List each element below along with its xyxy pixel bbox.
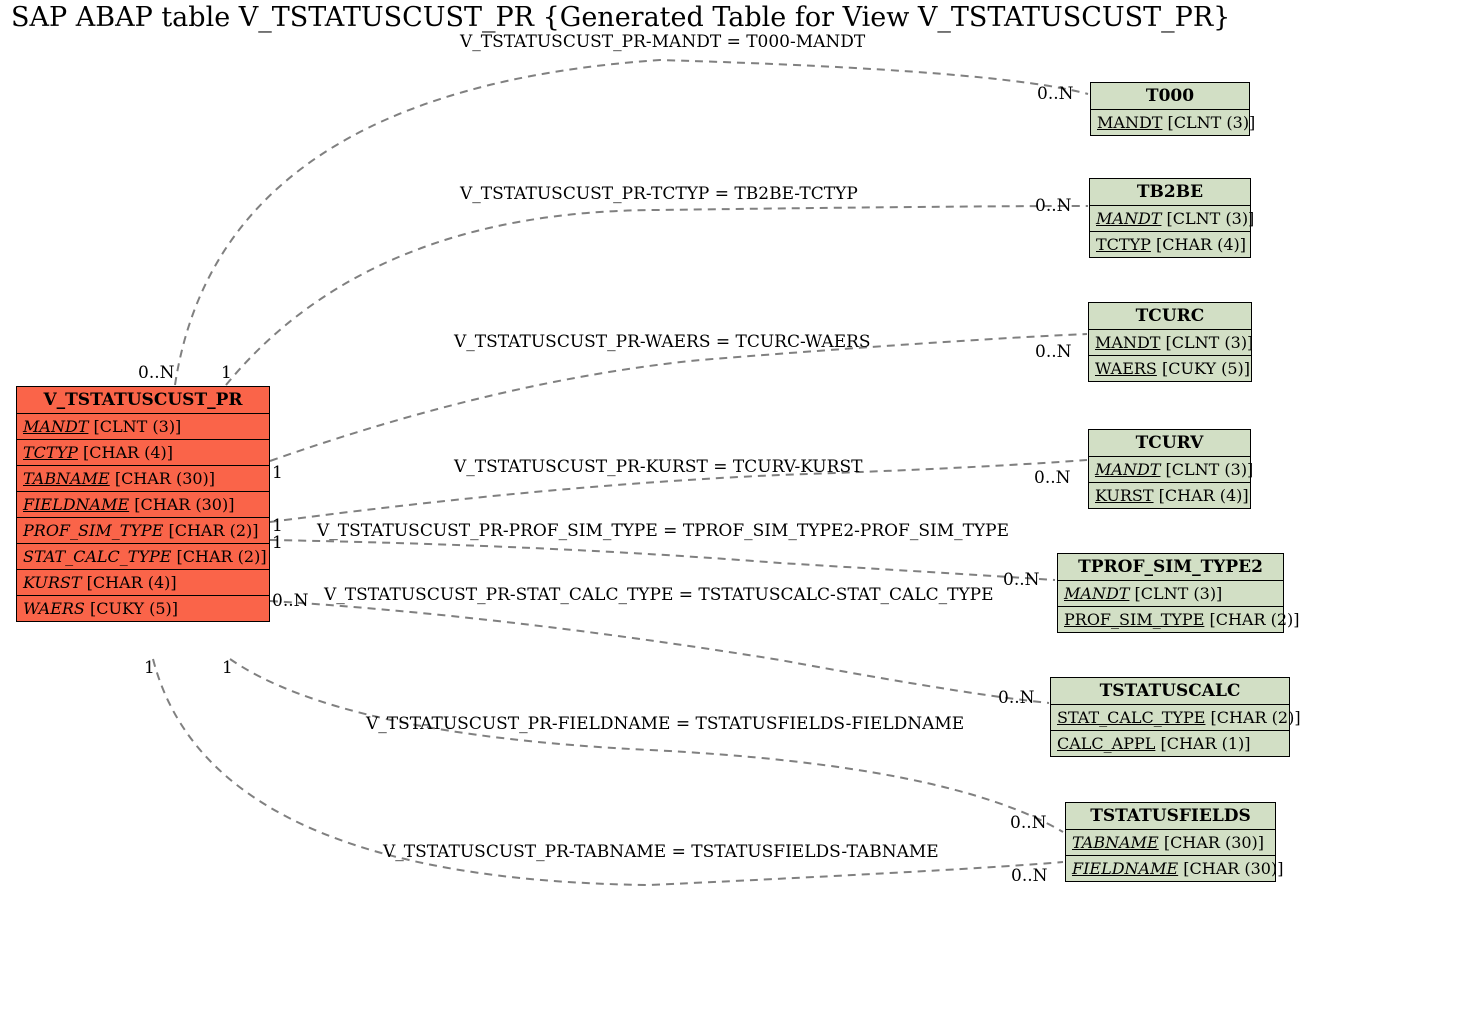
edge-label: V_TSTATUSCUST_PR-PROF_SIM_TYPE = TPROF_S… [317,521,1009,541]
entity-T000: T000MANDT [CLNT (3)] [1090,82,1250,136]
cardinality-dest: 0..N [1037,84,1074,104]
entity-TSTATUSFIELDS: TSTATUSFIELDSTABNAME [CHAR (30)]FIELDNAM… [1065,802,1276,882]
cardinality-source: 1 [222,658,233,678]
cardinality-dest: 0..N [1034,468,1071,488]
relationship-edge [226,206,1088,385]
entity-field: MANDT [CLNT (3)] [17,414,269,440]
relationship-edge [270,540,1055,580]
cardinality-source: 1 [144,658,155,678]
relationship-edge [270,334,1087,461]
edge-label: V_TSTATUSCUST_PR-WAERS = TCURC-WAERS [454,332,871,352]
entity-field: TCTYP [CHAR (4)] [17,440,269,466]
entity-field: MANDT [CLNT (3)] [1089,457,1250,483]
edge-label: V_TSTATUSCUST_PR-TABNAME = TSTATUSFIELDS… [383,842,939,862]
cardinality-dest: 0..N [1011,866,1048,886]
entity-field: FIELDNAME [CHAR (30)] [1066,856,1275,881]
cardinality-dest: 0..N [1035,342,1072,362]
entity-field: WAERS [CUKY (5)] [1089,356,1251,381]
entity-field: STAT_CALC_TYPE [CHAR (2)] [1051,705,1289,731]
entity-field: MANDT [CLNT (3)] [1091,110,1249,135]
entity-header: TCURC [1089,303,1251,330]
entity-TSTATUSCALC: TSTATUSCALCSTAT_CALC_TYPE [CHAR (2)]CALC… [1050,677,1290,757]
cardinality-dest: 0..N [1003,570,1040,590]
edge-label: V_TSTATUSCUST_PR-TCTYP = TB2BE-TCTYP [460,184,858,204]
entity-TCURV: TCURVMANDT [CLNT (3)]KURST [CHAR (4)] [1088,429,1251,509]
entity-header: T000 [1091,83,1249,110]
entity-field: TABNAME [CHAR (30)] [17,466,269,492]
entity-field: MANDT [CLNT (3)] [1090,206,1250,232]
entity-field: FIELDNAME [CHAR (30)] [17,492,269,518]
entity-field: TABNAME [CHAR (30)] [1066,830,1275,856]
cardinality-source: 1 [272,533,283,553]
entity-header: TB2BE [1090,179,1250,206]
relationship-edge [270,601,1049,703]
edge-label: V_TSTATUSCUST_PR-STAT_CALC_TYPE = TSTATU… [324,585,994,605]
entity-field: PROF_SIM_TYPE [CHAR (2)] [17,518,269,544]
entity-field: KURST [CHAR (4)] [17,570,269,596]
entity-header: TPROF_SIM_TYPE2 [1058,554,1283,581]
entity-header: TSTATUSFIELDS [1066,803,1275,830]
entity-TPROF_SIM_TYPE2: TPROF_SIM_TYPE2MANDT [CLNT (3)]PROF_SIM_… [1057,553,1284,633]
edge-label: V_TSTATUSCUST_PR-MANDT = T000-MANDT [460,32,865,52]
entity-field: STAT_CALC_TYPE [CHAR (2)] [17,544,269,570]
cardinality-source: 0..N [272,591,309,611]
entity-field: MANDT [CLNT (3)] [1089,330,1251,356]
edge-label: V_TSTATUSCUST_PR-KURST = TCURV-KURST [454,457,862,477]
cardinality-source: 1 [272,463,283,483]
cardinality-source: 1 [221,363,232,383]
entity-TB2BE: TB2BEMANDT [CLNT (3)]TCTYP [CHAR (4)] [1089,178,1251,258]
entity-field: TCTYP [CHAR (4)] [1090,232,1250,257]
entity-field: CALC_APPL [CHAR (1)] [1051,731,1289,756]
cardinality-source: 0..N [138,363,175,383]
entity-field: PROF_SIM_TYPE [CHAR (2)] [1058,607,1283,632]
relationship-edge [230,659,1063,832]
cardinality-dest: 0..N [998,688,1035,708]
entity-header: TCURV [1089,430,1250,457]
edge-label: V_TSTATUSCUST_PR-FIELDNAME = TSTATUSFIEL… [366,714,964,734]
page-title: SAP ABAP table V_TSTATUSCUST_PR {Generat… [11,2,1230,33]
entity-V_TSTATUSCUST_PR: V_TSTATUSCUST_PRMANDT [CLNT (3)]TCTYP [C… [16,386,270,622]
entity-header: V_TSTATUSCUST_PR [17,387,269,414]
entity-field: WAERS [CUKY (5)] [17,596,269,621]
entity-TCURC: TCURCMANDT [CLNT (3)]WAERS [CUKY (5)] [1088,302,1252,382]
cardinality-dest: 0..N [1035,196,1072,216]
entity-field: KURST [CHAR (4)] [1089,483,1250,508]
entity-field: MANDT [CLNT (3)] [1058,581,1283,607]
entity-header: TSTATUSCALC [1051,678,1289,705]
cardinality-dest: 0..N [1010,813,1047,833]
